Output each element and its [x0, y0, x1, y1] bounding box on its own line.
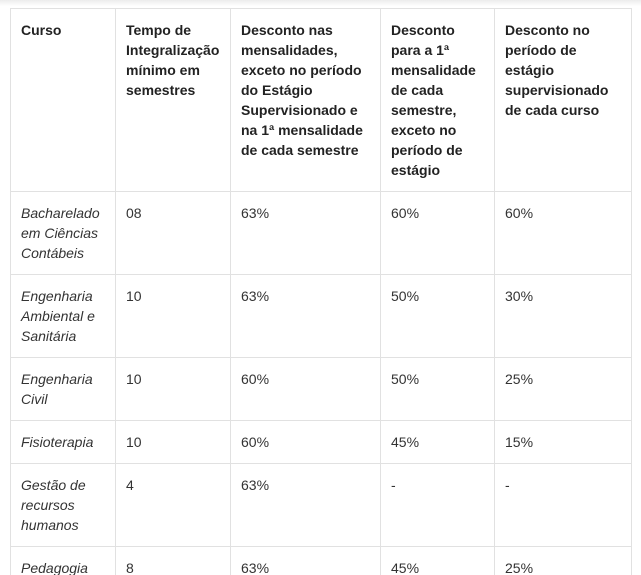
desconto-mensalidades-cell: 60% — [230, 420, 381, 464]
desconto-primeira-mensalidade-cell: 45% — [380, 420, 495, 464]
tempo-cell: 08 — [115, 191, 231, 275]
tempo-cell: 10 — [115, 274, 231, 358]
desconto-mensalidades-cell: 63% — [230, 191, 381, 275]
col-header-tempo-integralizacao: Tempo de Integralização mínimo em semest… — [115, 8, 231, 192]
course-name-cell: Engenharia Civil — [10, 357, 116, 421]
table-row: Fisioterapia 10 60% 45% 15% — [10, 420, 632, 464]
tempo-cell: 10 — [115, 420, 231, 464]
desconto-primeira-mensalidade-cell: 50% — [380, 274, 495, 358]
col-header-curso: Curso — [10, 8, 116, 192]
table-row: Engenharia Civil 10 60% 50% 25% — [10, 357, 632, 421]
desconto-estagio-cell: 25% — [494, 357, 632, 421]
desconto-primeira-mensalidade-cell: 60% — [380, 191, 495, 275]
desconto-estagio-cell: - — [494, 463, 632, 547]
col-header-desconto-primeira-mensalidade: Desconto para a 1ª mensalidade de cada s… — [380, 8, 495, 192]
desconto-estagio-cell: 25% — [494, 546, 632, 575]
tempo-cell: 10 — [115, 357, 231, 421]
desconto-primeira-mensalidade-cell: 45% — [380, 546, 495, 575]
table-row: Bacharelado em Ciências Contábeis 08 63%… — [10, 191, 632, 275]
table-row: Pedagogia 8 63% 45% 25% — [10, 546, 632, 575]
col-header-desconto-mensalidades: Desconto nas mensalidades, exceto no per… — [230, 8, 381, 192]
table-row: Engenharia Ambiental e Sanitária 10 63% … — [10, 274, 632, 358]
tempo-cell: 4 — [115, 463, 231, 547]
courses-discount-table: Curso Tempo de Integralização mínimo em … — [10, 8, 632, 575]
desconto-estagio-cell: 15% — [494, 420, 632, 464]
desconto-mensalidades-cell: 63% — [230, 546, 381, 575]
top-shadow-divider — [0, 0, 641, 6]
table-header-row: Curso Tempo de Integralização mínimo em … — [10, 8, 632, 192]
desconto-mensalidades-cell: 63% — [230, 463, 381, 547]
desconto-mensalidades-cell: 60% — [230, 357, 381, 421]
course-name-cell: Pedagogia — [10, 546, 116, 575]
desconto-estagio-cell: 30% — [494, 274, 632, 358]
desconto-estagio-cell: 60% — [494, 191, 632, 275]
col-header-desconto-estagio: Desconto no período de estágio supervisi… — [494, 8, 632, 192]
course-name-cell: Gestão de recursos humanos — [10, 463, 116, 547]
desconto-primeira-mensalidade-cell: - — [380, 463, 495, 547]
course-name-cell: Engenharia Ambiental e Sanitária — [10, 274, 116, 358]
desconto-mensalidades-cell: 63% — [230, 274, 381, 358]
desconto-primeira-mensalidade-cell: 50% — [380, 357, 495, 421]
course-name-cell: Fisioterapia — [10, 420, 116, 464]
table-row: Gestão de recursos humanos 4 63% - - — [10, 463, 632, 547]
course-name-cell: Bacharelado em Ciências Contábeis — [10, 191, 116, 275]
tempo-cell: 8 — [115, 546, 231, 575]
